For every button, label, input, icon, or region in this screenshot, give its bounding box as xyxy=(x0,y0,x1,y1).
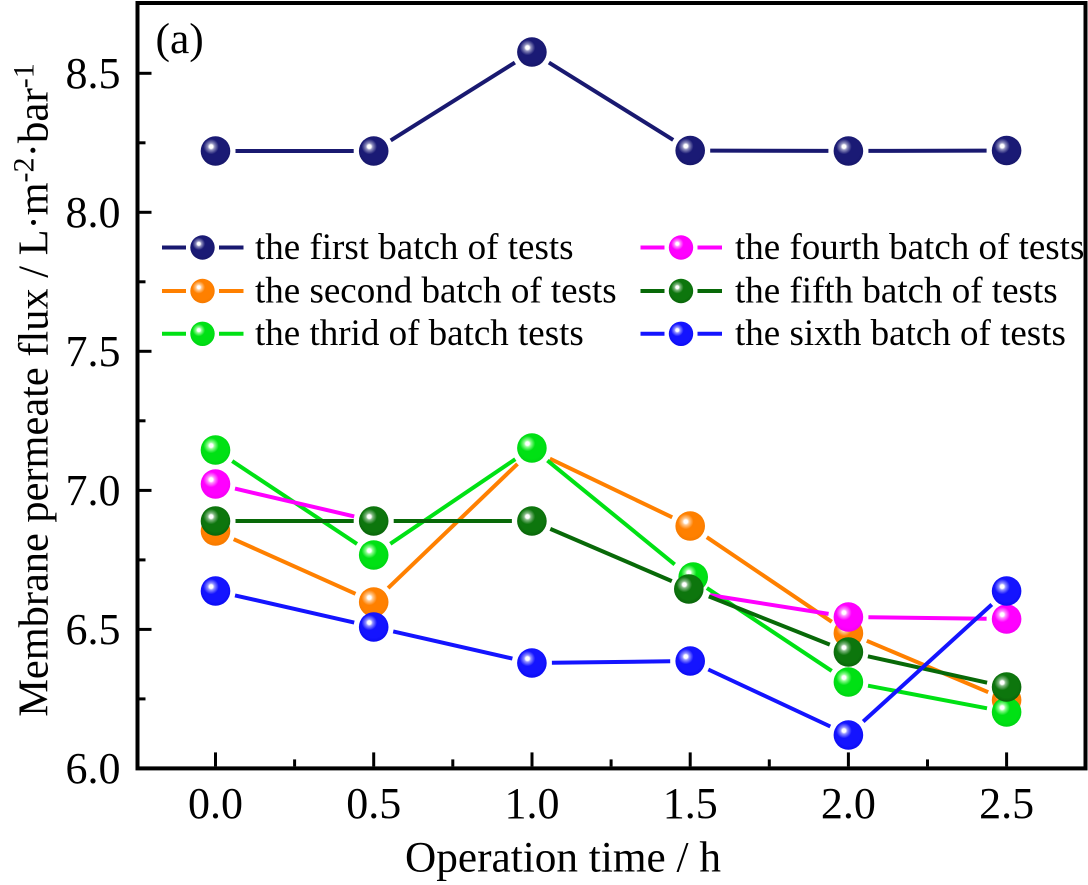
svg-text:6.5: 6.5 xyxy=(66,605,121,654)
svg-text:the thrid of batch tests: the thrid of batch tests xyxy=(255,313,584,354)
svg-text:8.0: 8.0 xyxy=(66,188,121,237)
svg-text:1.0: 1.0 xyxy=(505,779,560,828)
svg-text:6.0: 6.0 xyxy=(66,744,121,793)
svg-text:7.5: 7.5 xyxy=(66,327,121,376)
svg-text:Operation time / h: Operation time / h xyxy=(405,833,721,881)
svg-text:7.0: 7.0 xyxy=(66,466,121,515)
svg-text:0.5: 0.5 xyxy=(346,779,401,828)
svg-text:the second batch of tests: the second batch of tests xyxy=(255,270,617,311)
svg-text:0.0: 0.0 xyxy=(188,779,243,828)
svg-text:1.5: 1.5 xyxy=(663,779,718,828)
svg-text:the sixth batch of tests: the sixth batch of tests xyxy=(735,313,1066,354)
svg-text:(a): (a) xyxy=(156,15,204,63)
svg-text:8.5: 8.5 xyxy=(66,49,121,98)
svg-text:2.0: 2.0 xyxy=(821,779,876,828)
svg-text:the first batch of tests: the first batch of tests xyxy=(255,227,574,268)
svg-text:Membrane permeate flux / L·m-2: Membrane permeate flux / L·m-2·bar-1 xyxy=(8,63,58,717)
svg-text:the fourth batch of tests: the fourth batch of tests xyxy=(735,227,1084,268)
svg-text:the fifth batch of tests: the fifth batch of tests xyxy=(735,270,1058,311)
svg-text:2.5: 2.5 xyxy=(979,779,1034,828)
